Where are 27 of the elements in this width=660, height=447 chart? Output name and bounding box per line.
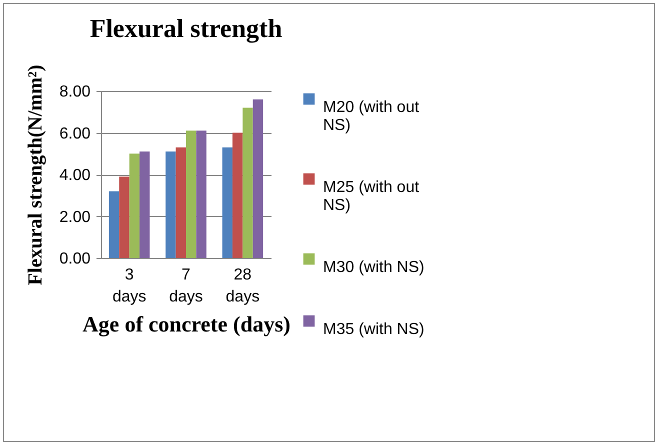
bar [186, 130, 196, 258]
x-tick-label: 3 days [112, 266, 146, 306]
y-tick-label: 8.00 [59, 84, 91, 100]
bar [119, 176, 130, 258]
y-tick-label: 4.00 [59, 167, 91, 184]
bar [252, 99, 264, 258]
bar [232, 132, 243, 258]
legend-label: M30 (with NS) [323, 259, 424, 276]
y-tick-label: 2.00 [59, 208, 91, 226]
bar [196, 130, 206, 258]
legend-label: M25 (with out NS) [323, 179, 420, 214]
chart-title: Flexural strength [90, 14, 283, 44]
bar [108, 191, 120, 258]
x-tick-label: 28 days [226, 266, 260, 306]
legend-label: M20 (with out NS) [323, 99, 420, 134]
bar [140, 152, 150, 258]
bar [242, 108, 253, 258]
y-axis-title: Flexural strength(N/mm²) [24, 64, 46, 286]
bar [166, 152, 176, 258]
bar [222, 147, 232, 258]
x-axis-title: Age of concrete (days) [82, 312, 290, 336]
bar [129, 154, 140, 258]
legend-label: M35 (with NS) [323, 321, 424, 338]
x-tick-label: 7 days [169, 266, 203, 306]
y-tick-label: 6.00 [59, 125, 91, 142]
y-tick-label: 0.00 [59, 250, 91, 268]
bar [176, 147, 186, 258]
